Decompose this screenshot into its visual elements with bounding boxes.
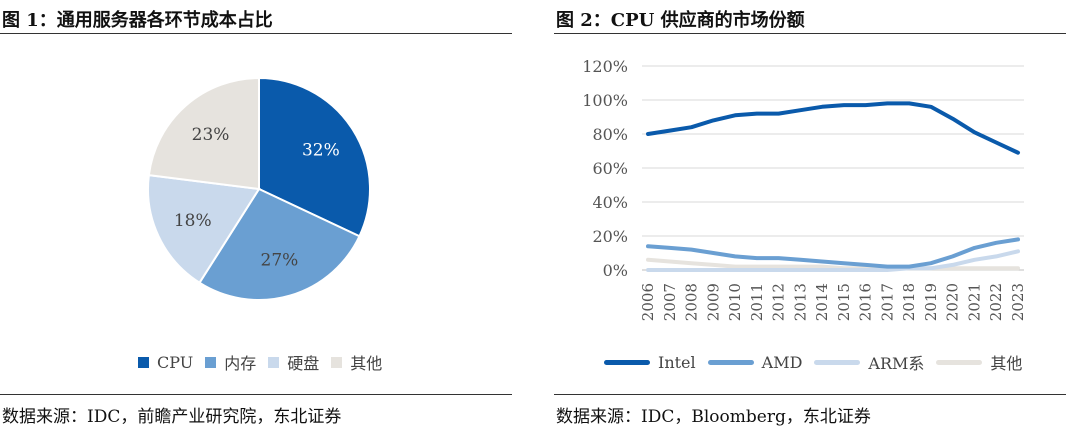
legend-item: 内存 xyxy=(205,350,256,374)
y-tick-label: 0% xyxy=(603,261,628,280)
legend-item: ARM系 xyxy=(814,350,924,374)
legend-item: CPU xyxy=(138,353,193,372)
x-tick-label: 2010 xyxy=(726,283,744,321)
legend-line-swatch xyxy=(707,359,754,365)
figure-2-source: 数据来源：IDC，Bloomberg，东北证券 xyxy=(556,407,871,427)
x-tick-label: 2016 xyxy=(857,283,875,321)
pie-slice-其他 xyxy=(147,76,260,191)
line-chart: 0%20%40%60%80%100%120%2006 2007 2008 2009 20… xyxy=(582,57,1027,321)
x-tick-label: 2007 xyxy=(661,283,679,321)
legend-swatch xyxy=(331,356,343,368)
x-tick-label: 2014 xyxy=(813,283,831,321)
series-line-AMD xyxy=(646,237,1020,269)
x-tick-label: 2017 xyxy=(878,283,896,321)
pie-data-label: 23% xyxy=(192,125,230,145)
figure-1-panel: 图 1：通用服务器各环节成本占比 32% 27% 18% 23% CPU 内存 硬盘 其他 … xyxy=(0,0,512,435)
legend-line-swatch xyxy=(604,359,650,365)
legend-swatch xyxy=(138,356,149,368)
y-tick-label: 40% xyxy=(592,193,628,212)
pie-slice-CPU xyxy=(258,76,371,238)
legend-line-swatch xyxy=(814,359,861,365)
series-line-其他 xyxy=(646,257,1020,271)
legend-swatch xyxy=(205,356,217,368)
source-divider xyxy=(0,394,512,395)
figure-2-title: 图 2：CPU 供应商的市场份额 xyxy=(556,10,805,31)
legend-item: Intel xyxy=(604,353,696,372)
x-tick-label: 2021 xyxy=(965,283,983,321)
legend-line-swatch xyxy=(936,359,983,365)
y-tick-label: 120% xyxy=(582,57,628,76)
x-tick-label: 2019 xyxy=(922,283,940,321)
y-tick-label: 60% xyxy=(592,159,628,178)
legend-label: AMD xyxy=(761,352,803,372)
y-tick-label: 20% xyxy=(592,227,628,246)
series-line-ARM系 xyxy=(646,249,1020,272)
pie-data-label: 27% xyxy=(261,250,299,270)
legend-swatch xyxy=(268,356,280,368)
x-tick-label: 2022 xyxy=(987,283,1005,321)
pie-data-label: 18% xyxy=(174,211,212,231)
figure-1-title: 图 1：通用服务器各环节成本占比 xyxy=(2,10,273,31)
x-tick-label: 2015 xyxy=(835,283,853,321)
pie-legend: CPU 内存 硬盘 其他 xyxy=(138,350,394,374)
title-divider xyxy=(554,33,1066,34)
legend-item: 其他 xyxy=(331,350,382,374)
title-divider xyxy=(0,33,512,34)
legend-item: 硬盘 xyxy=(268,350,319,374)
legend-label: Intel xyxy=(658,352,696,372)
figure-2-panel: 图 2：CPU 供应商的市场份额 0% 20% 40% 60% 80% 100% 120% 2… xyxy=(554,0,1066,435)
legend-label: 内存 xyxy=(224,354,257,373)
line-legend: Intel AMD ARM系 其他 xyxy=(604,350,1034,374)
legend-label: 其他 xyxy=(990,354,1023,373)
series-line-Intel xyxy=(646,101,1020,155)
x-tick-label: 2020 xyxy=(944,283,962,321)
x-tick-label: 2023 xyxy=(1009,283,1027,321)
pie-chart: 32% 27% 18% 23% xyxy=(147,76,371,301)
legend-label: 其他 xyxy=(350,354,383,373)
pie-slice-硬盘 xyxy=(147,173,261,285)
y-tick-label: 80% xyxy=(592,125,628,144)
legend-label: 硬盘 xyxy=(287,354,320,373)
legend-item: AMD xyxy=(707,352,803,372)
x-tick-label: 2008 xyxy=(683,283,701,321)
legend-item: 其他 xyxy=(936,350,1022,374)
legend-label: ARM系 xyxy=(868,354,925,373)
legend-label: CPU xyxy=(157,352,194,372)
y-tick-label: 100% xyxy=(582,91,628,110)
x-tick-label: 2013 xyxy=(791,283,809,321)
source-divider xyxy=(554,394,1066,395)
figure-1-source: 数据来源：IDC，前瞻产业研究院，东北证券 xyxy=(2,407,342,427)
x-tick-label: 2018 xyxy=(900,283,918,321)
x-tick-label: 2012 xyxy=(770,283,788,321)
x-tick-label: 2009 xyxy=(704,283,722,321)
pie-slice-内存 xyxy=(198,187,361,301)
x-tick-label: 2006 xyxy=(639,283,657,321)
pie-data-label: 32% xyxy=(302,141,340,161)
x-tick-label: 2011 xyxy=(748,283,766,321)
